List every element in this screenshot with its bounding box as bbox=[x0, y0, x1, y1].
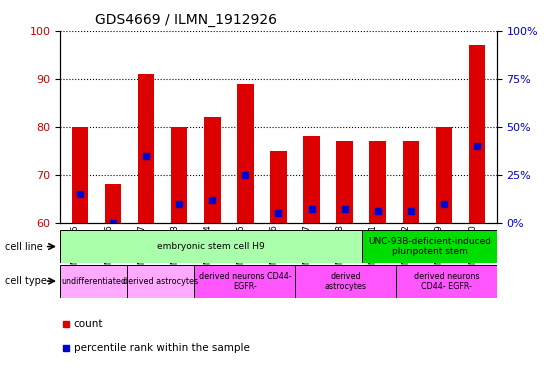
Text: derived neurons CD44-
EGFR-: derived neurons CD44- EGFR- bbox=[199, 271, 291, 291]
Text: undifferentiated: undifferentiated bbox=[61, 277, 126, 286]
Bar bbox=[303, 136, 320, 223]
Text: derived astrocytes: derived astrocytes bbox=[123, 277, 198, 286]
Bar bbox=[363, 230, 497, 263]
Bar bbox=[138, 74, 155, 223]
Bar bbox=[105, 184, 121, 223]
Bar bbox=[171, 127, 187, 223]
Text: derived
astrocytes: derived astrocytes bbox=[325, 271, 367, 291]
Bar bbox=[402, 141, 419, 223]
Text: UNC-93B-deficient-induced
pluripotent stem: UNC-93B-deficient-induced pluripotent st… bbox=[368, 237, 491, 257]
Text: embryonic stem cell H9: embryonic stem cell H9 bbox=[157, 242, 265, 251]
Bar bbox=[396, 265, 497, 298]
Bar bbox=[295, 265, 396, 298]
Bar bbox=[336, 141, 353, 223]
Bar bbox=[436, 127, 452, 223]
Bar bbox=[270, 151, 287, 223]
Bar bbox=[237, 84, 254, 223]
Text: cell type: cell type bbox=[5, 276, 48, 286]
Bar bbox=[194, 265, 295, 298]
Bar bbox=[127, 265, 194, 298]
Bar bbox=[370, 141, 386, 223]
Text: GDS4669 / ILMN_1912926: GDS4669 / ILMN_1912926 bbox=[95, 13, 277, 27]
Bar bbox=[60, 230, 363, 263]
Bar bbox=[72, 127, 88, 223]
Text: cell line: cell line bbox=[5, 242, 43, 252]
Bar bbox=[60, 265, 127, 298]
Text: percentile rank within the sample: percentile rank within the sample bbox=[74, 343, 250, 353]
Bar bbox=[468, 45, 485, 223]
Bar bbox=[204, 117, 221, 223]
Text: count: count bbox=[74, 319, 103, 329]
Text: derived neurons
CD44- EGFR-: derived neurons CD44- EGFR- bbox=[414, 271, 479, 291]
